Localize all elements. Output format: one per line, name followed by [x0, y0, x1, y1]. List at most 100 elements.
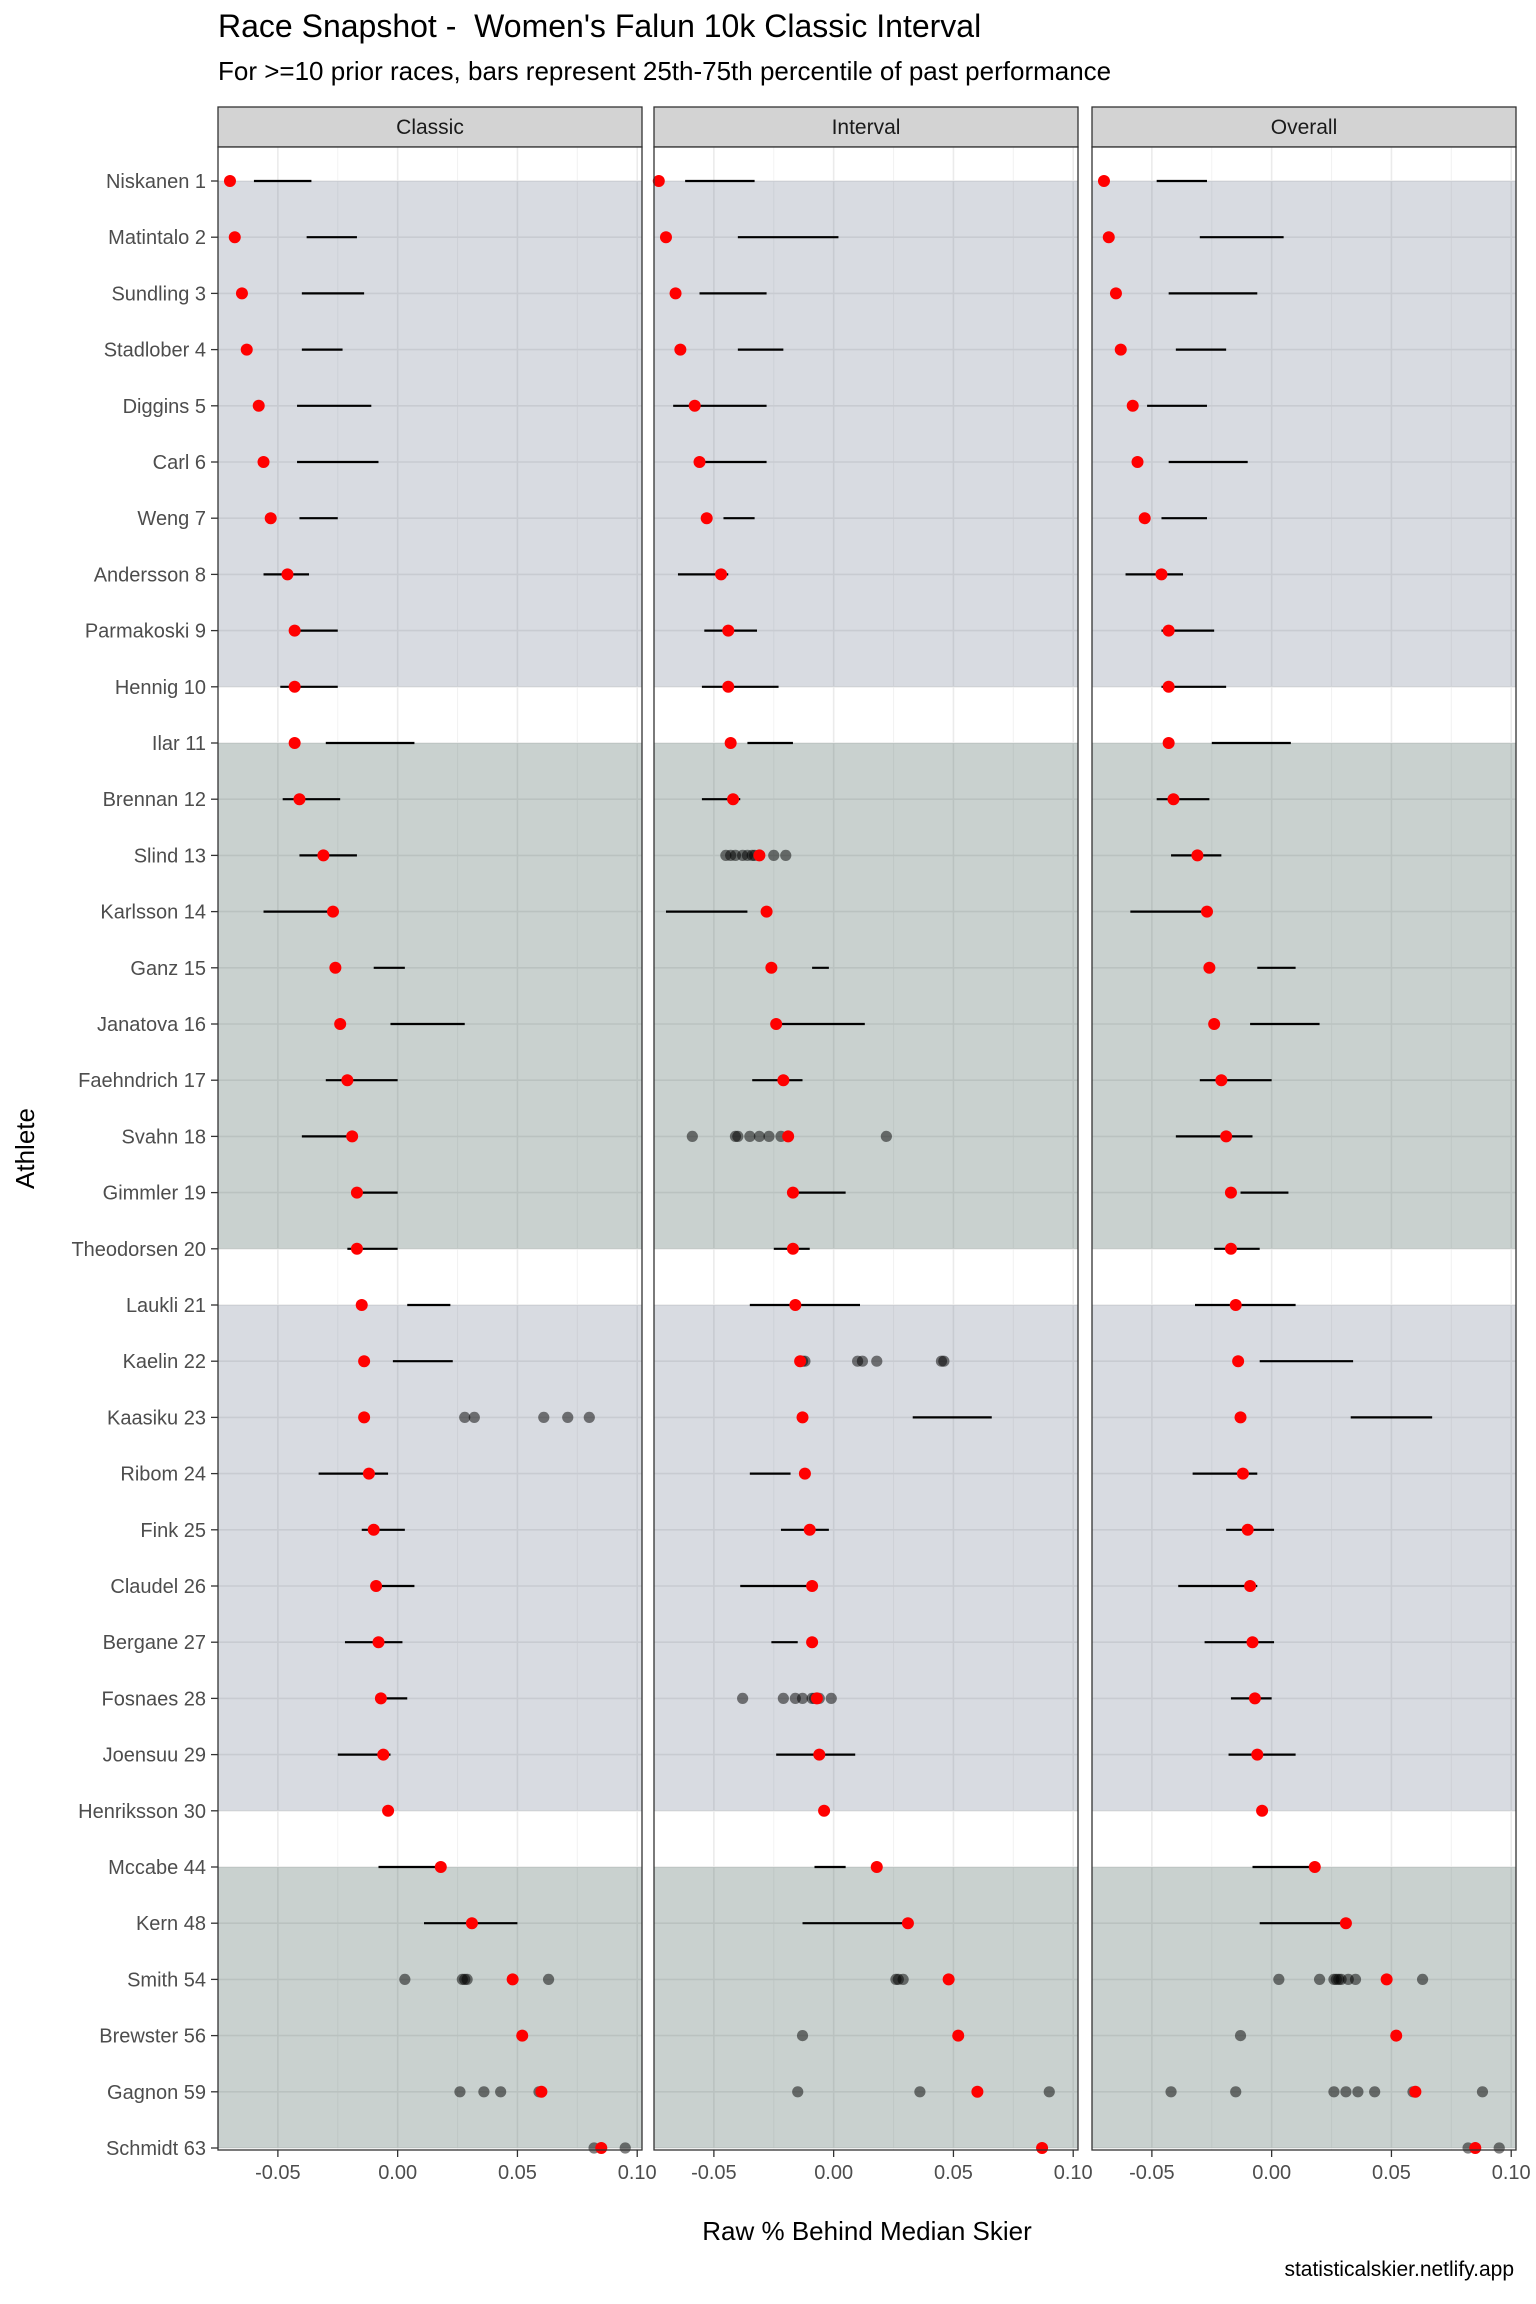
athlete-label: Ribom 24: [120, 1464, 206, 1486]
current-race-point: [786, 1186, 799, 1199]
athlete-label: Slind 13: [134, 845, 206, 867]
current-race-point: [317, 849, 330, 862]
group-band-light: [654, 181, 1078, 687]
past-race-point: [796, 2030, 809, 2042]
current-race-point: [235, 287, 248, 300]
group-band-dark: [654, 1867, 1078, 2148]
past-race-point: [914, 2086, 926, 2098]
panel-border: [217, 146, 643, 2151]
x-tick-label: 0.00: [1252, 2162, 1291, 2184]
current-race-point: [288, 737, 301, 749]
athlete-label: Weng 7: [137, 508, 206, 530]
current-race-point: [810, 1692, 823, 1705]
current-race-point: [1102, 231, 1115, 244]
current-race-point: [329, 961, 342, 974]
current-race-point: [1380, 1973, 1393, 1986]
current-race-point: [1224, 1242, 1237, 1255]
athlete-label: Claudel 26: [110, 1576, 206, 1598]
current-race-point: [806, 1580, 819, 1592]
current-race-point: [803, 1523, 816, 1536]
current-race-point: [358, 1411, 371, 1424]
past-race-point: [780, 849, 792, 862]
current-race-point: [693, 456, 706, 468]
current-race-point: [1162, 737, 1175, 749]
athlete-label: Theodorsen 20: [71, 1239, 206, 1261]
past-race-point: [1234, 2030, 1247, 2042]
athlete-label: Kaelin 22: [123, 1351, 206, 1373]
current-race-point: [362, 1467, 375, 1480]
current-race-point: [652, 175, 665, 187]
chart-caption: statisticalskier.netlify.app: [1284, 2258, 1514, 2281]
current-race-point: [1215, 1074, 1228, 1087]
athlete-label: Sundling 3: [111, 283, 206, 305]
current-race-point: [1236, 1467, 1249, 1480]
x-tick-label: -0.05: [255, 2162, 301, 2184]
past-race-point: [1230, 2086, 1242, 2098]
facet-label-interval: Interval: [832, 116, 901, 139]
current-race-point: [228, 231, 241, 244]
current-race-point: [1131, 456, 1144, 468]
current-race-point: [382, 1804, 395, 1817]
current-race-point: [901, 1917, 914, 1930]
chart-subtitle: For >=10 prior races, bars represent 25t…: [218, 56, 1112, 86]
x-tick-label: 0.05: [1372, 2162, 1411, 2184]
past-race-point: [897, 1973, 909, 1985]
group-band-dark: [218, 743, 642, 1249]
current-race-point: [806, 1636, 819, 1649]
past-race-point: [825, 1692, 837, 1704]
current-race-point: [506, 1973, 519, 1986]
current-race-point: [870, 1861, 883, 1873]
athlete-label: Smith 54: [127, 1969, 206, 1991]
current-race-point: [358, 1355, 371, 1368]
current-race-point: [1234, 1411, 1247, 1424]
group-band-light: [654, 1305, 1078, 1811]
current-race-point: [355, 1299, 368, 1311]
current-race-point: [1208, 1018, 1221, 1030]
current-race-point: [796, 1411, 809, 1424]
athlete-label: Brewster 56: [99, 2026, 206, 2048]
panel-background: [218, 147, 642, 2150]
current-race-point: [727, 793, 740, 806]
current-race-point: [326, 905, 339, 918]
current-race-point: [288, 624, 301, 637]
past-race-point: [744, 1130, 756, 1142]
current-race-point: [798, 1467, 811, 1480]
past-race-point: [1476, 2086, 1489, 2098]
current-race-point: [293, 793, 306, 806]
current-race-point: [760, 905, 773, 918]
current-race-point: [1114, 343, 1127, 356]
current-race-point: [1224, 1186, 1237, 1199]
group-band-light: [1092, 1305, 1516, 1811]
athlete-label: Ilar 11: [152, 733, 206, 755]
group-band-light: [218, 181, 642, 687]
past-race-point: [478, 2086, 490, 2098]
group-band-dark: [1092, 1867, 1516, 2148]
past-race-point: [1493, 2142, 1505, 2154]
current-race-point: [367, 1523, 380, 1536]
athlete-label: Andersson 8: [94, 564, 206, 586]
past-race-point: [454, 2086, 466, 2098]
x-tick-label: 0.00: [814, 2162, 853, 2184]
past-race-point: [583, 1411, 595, 1423]
past-race-point: [1352, 2086, 1364, 2098]
current-race-point: [818, 1804, 831, 1817]
past-race-point: [737, 1692, 749, 1704]
past-race-point: [1043, 2086, 1055, 2098]
current-race-point: [1248, 1692, 1261, 1705]
past-race-point: [562, 1411, 574, 1423]
athlete-label: Diggins 5: [123, 396, 206, 418]
current-race-point: [223, 175, 236, 187]
current-race-point: [674, 343, 687, 356]
athlete-label: Henriksson 30: [78, 1801, 206, 1823]
group-band-dark: [1092, 743, 1516, 1249]
current-race-point: [465, 1917, 478, 1930]
current-race-point: [770, 1018, 783, 1030]
current-race-point: [350, 1186, 363, 1199]
past-race-point: [753, 1130, 766, 1142]
current-race-point: [669, 287, 682, 300]
current-race-point: [1244, 1580, 1257, 1592]
x-axis-title: Raw % Behind Median Skier: [702, 2216, 1032, 2246]
current-race-point: [1155, 568, 1168, 581]
past-race-point: [856, 1355, 869, 1367]
